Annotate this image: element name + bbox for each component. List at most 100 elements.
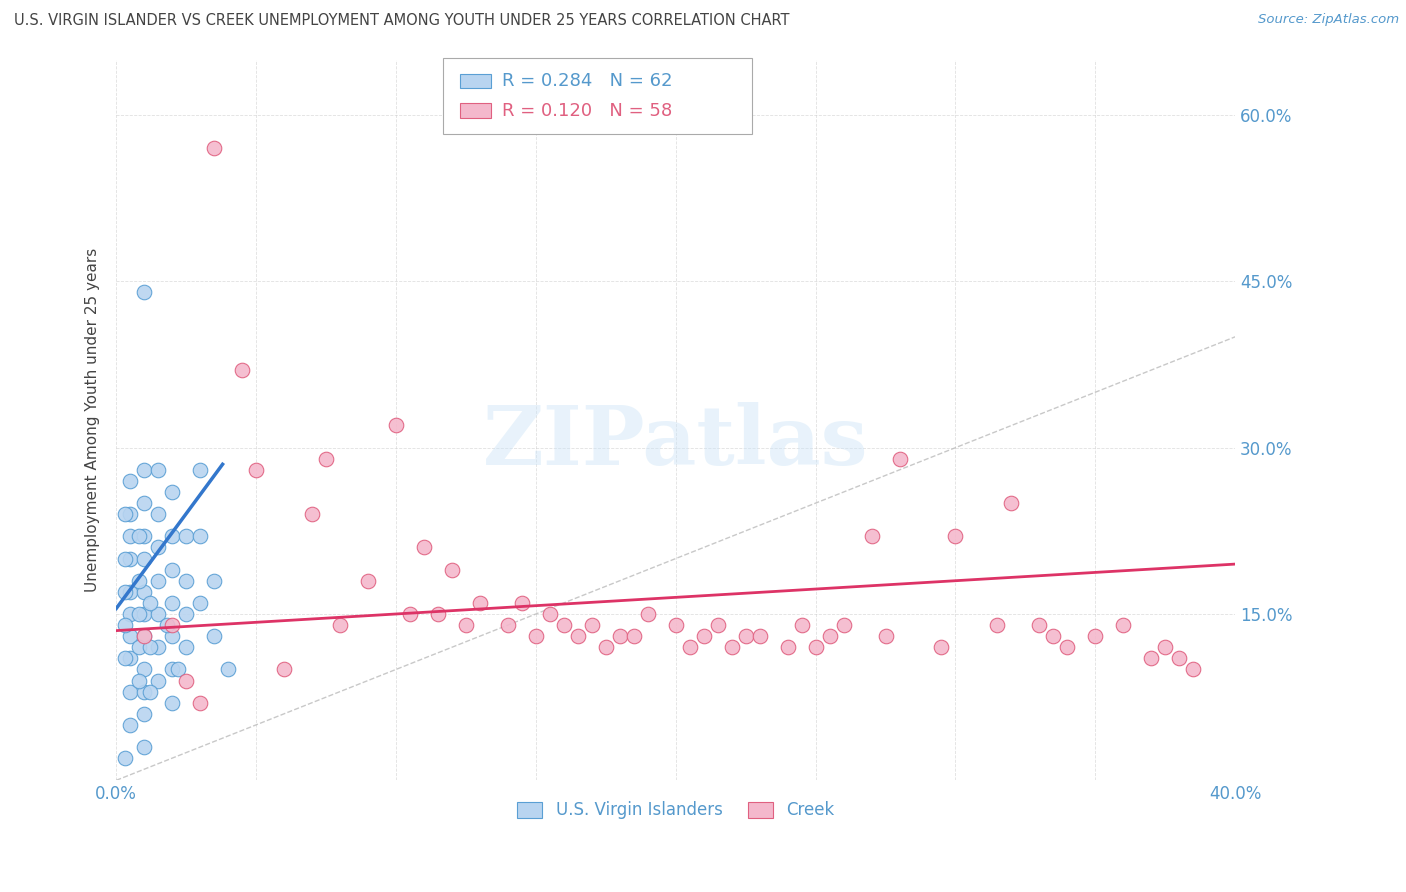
Point bbox=[623, 629, 645, 643]
Point bbox=[581, 618, 603, 632]
Point bbox=[1000, 496, 1022, 510]
Point bbox=[114, 551, 136, 566]
Point bbox=[174, 640, 197, 655]
Point bbox=[385, 418, 408, 433]
Point bbox=[139, 596, 162, 610]
Text: ZIPatlas: ZIPatlas bbox=[484, 401, 869, 482]
Point bbox=[1028, 618, 1050, 632]
Point bbox=[665, 618, 688, 632]
Point bbox=[595, 640, 617, 655]
Point bbox=[148, 607, 170, 621]
Point bbox=[440, 563, 463, 577]
Point bbox=[120, 584, 142, 599]
Legend: U.S. Virgin Islanders, Creek: U.S. Virgin Islanders, Creek bbox=[510, 795, 841, 826]
Point bbox=[818, 629, 841, 643]
Point bbox=[128, 529, 150, 543]
Point bbox=[1140, 651, 1163, 665]
Point bbox=[120, 629, 142, 643]
Point bbox=[128, 607, 150, 621]
Point bbox=[134, 584, 156, 599]
Point bbox=[114, 618, 136, 632]
Point bbox=[202, 141, 225, 155]
Y-axis label: Unemployment Among Youth under 25 years: Unemployment Among Youth under 25 years bbox=[86, 248, 100, 592]
Point bbox=[832, 618, 855, 632]
Point bbox=[134, 706, 156, 721]
Point bbox=[454, 618, 477, 632]
Point bbox=[1154, 640, 1177, 655]
Point bbox=[875, 629, 897, 643]
Point bbox=[120, 529, 142, 543]
Point bbox=[860, 529, 883, 543]
Point bbox=[538, 607, 561, 621]
Point bbox=[128, 574, 150, 588]
Point bbox=[174, 673, 197, 688]
Point bbox=[188, 596, 211, 610]
Point bbox=[202, 629, 225, 643]
Point bbox=[148, 673, 170, 688]
Text: U.S. VIRGIN ISLANDER VS CREEK UNEMPLOYMENT AMONG YOUTH UNDER 25 YEARS CORRELATIO: U.S. VIRGIN ISLANDER VS CREEK UNEMPLOYME… bbox=[14, 13, 790, 29]
Point bbox=[231, 363, 253, 377]
Point bbox=[139, 640, 162, 655]
Point bbox=[1168, 651, 1191, 665]
Point bbox=[399, 607, 422, 621]
Point bbox=[188, 696, 211, 710]
Point bbox=[160, 662, 183, 676]
Point bbox=[156, 618, 179, 632]
Point bbox=[120, 651, 142, 665]
Point bbox=[931, 640, 953, 655]
Point bbox=[748, 629, 770, 643]
Point bbox=[609, 629, 631, 643]
Point bbox=[413, 541, 436, 555]
Point bbox=[134, 463, 156, 477]
Point bbox=[114, 651, 136, 665]
Point bbox=[128, 640, 150, 655]
Point bbox=[524, 629, 547, 643]
Point bbox=[217, 662, 239, 676]
Point bbox=[188, 463, 211, 477]
Point bbox=[148, 541, 170, 555]
Point bbox=[315, 451, 337, 466]
Point bbox=[1084, 629, 1107, 643]
Point bbox=[734, 629, 756, 643]
Point bbox=[134, 496, 156, 510]
Point bbox=[706, 618, 728, 632]
Point bbox=[301, 507, 323, 521]
Point bbox=[776, 640, 799, 655]
Point bbox=[160, 485, 183, 500]
Point bbox=[1112, 618, 1135, 632]
Point bbox=[174, 607, 197, 621]
Point bbox=[160, 596, 183, 610]
Point bbox=[174, 574, 197, 588]
Point bbox=[160, 563, 183, 577]
Point bbox=[120, 551, 142, 566]
Point bbox=[120, 607, 142, 621]
Point bbox=[804, 640, 827, 655]
Point bbox=[160, 529, 183, 543]
Point bbox=[120, 474, 142, 488]
Point bbox=[693, 629, 716, 643]
Point bbox=[120, 718, 142, 732]
Point bbox=[637, 607, 659, 621]
Point bbox=[148, 463, 170, 477]
Point bbox=[329, 618, 352, 632]
Point bbox=[553, 618, 575, 632]
Point bbox=[120, 684, 142, 698]
Point bbox=[790, 618, 813, 632]
Point bbox=[427, 607, 450, 621]
Point bbox=[679, 640, 702, 655]
Point bbox=[134, 285, 156, 300]
Point bbox=[889, 451, 911, 466]
Point bbox=[357, 574, 380, 588]
Point bbox=[148, 507, 170, 521]
Point bbox=[160, 696, 183, 710]
Point bbox=[1182, 662, 1205, 676]
Point bbox=[945, 529, 967, 543]
Point bbox=[134, 684, 156, 698]
Point bbox=[148, 640, 170, 655]
Point bbox=[120, 507, 142, 521]
Point bbox=[245, 463, 267, 477]
Point bbox=[174, 529, 197, 543]
Point bbox=[160, 618, 183, 632]
Point bbox=[160, 629, 183, 643]
Point bbox=[139, 684, 162, 698]
